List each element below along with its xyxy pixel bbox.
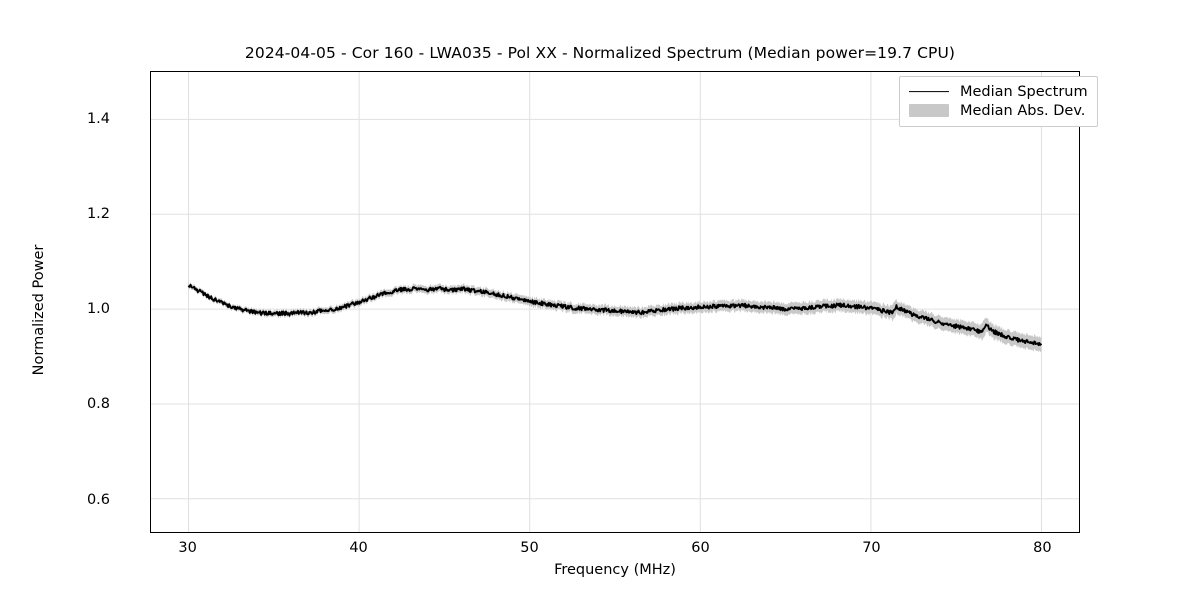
median-abs-dev-band (188, 282, 1042, 353)
x-tick-label: 40 (349, 540, 368, 556)
legend-label-median-abs-dev: Median Abs. Dev. (960, 102, 1086, 119)
y-axis-label: Normalized Power (31, 244, 47, 376)
chart-legend: Median Spectrum Median Abs. Dev. (899, 76, 1098, 127)
x-tick-label: 70 (862, 540, 881, 556)
legend-label-median-spectrum: Median Spectrum (960, 83, 1088, 100)
legend-entry-median-spectrum: Median Spectrum (909, 82, 1088, 101)
y-tick-label: 1.0 (86, 301, 110, 318)
y-tick-label: 0.8 (86, 396, 110, 413)
median-spectrum-line (187, 283, 1043, 347)
y-tick-label: 1.2 (86, 205, 110, 222)
x-tick-label: 50 (520, 540, 539, 556)
legend-line-swatch-icon (909, 85, 949, 99)
x-axis-label: Frequency (MHz) (554, 562, 676, 578)
grid-lines (151, 72, 1079, 532)
legend-band-swatch-icon (909, 104, 949, 117)
chart-title: 2024-04-05 - Cor 160 - LWA035 - Pol XX -… (244, 44, 956, 62)
y-tick-label: 0.6 (86, 491, 110, 508)
plot-svg (151, 72, 1079, 532)
x-tick-label: 30 (178, 540, 197, 556)
x-tick-label: 80 (1033, 540, 1052, 556)
y-tick-label: 1.4 (86, 110, 110, 127)
x-tick-label: 60 (691, 540, 710, 556)
plot-area (150, 71, 1080, 533)
legend-entry-median-abs-dev: Median Abs. Dev. (909, 101, 1088, 120)
